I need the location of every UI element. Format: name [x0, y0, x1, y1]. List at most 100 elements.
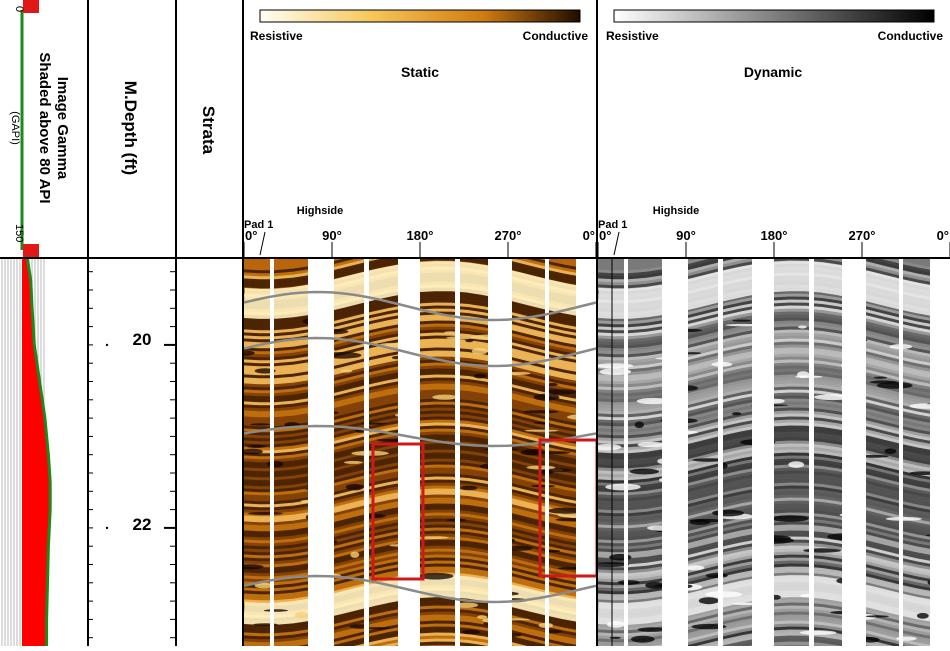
image-feature [689, 518, 722, 523]
dynamic-pad-tick [613, 231, 620, 256]
dynamic-azimuth-scale: 0° 90° 180° 270° 0° [597, 228, 950, 258]
image-feature [705, 591, 743, 598]
dynamic-pad-gaps [624, 258, 950, 646]
static-scale-right: Conductive [523, 29, 589, 43]
dynamic-track-title: Dynamic [744, 64, 803, 80]
dynamic-image-track [598, 258, 950, 646]
image-feature [705, 573, 728, 578]
image-layer [244, 258, 597, 274]
static-highlight-box-1 [371, 442, 425, 581]
static-pad-gaps [270, 258, 597, 646]
static-azimuth-scale: 0° 90° 180° 270° 0° [243, 228, 597, 258]
static-color-scale-bar [259, 9, 581, 23]
image-feature [446, 336, 477, 340]
image-feature [476, 615, 488, 619]
dynamic-track-header: Resistive Conductive Dynamic Highside Pa… [597, 9, 950, 258]
image-feature [350, 551, 360, 558]
image-feature [459, 485, 478, 491]
image-feature [418, 536, 449, 539]
dynamic-color-scale-bar [613, 9, 935, 23]
static-bed-boundaries [244, 290, 597, 604]
image-feature [732, 319, 752, 322]
image-feature [364, 627, 392, 630]
azimuth-label: 0° [937, 228, 949, 243]
image-feature [873, 376, 888, 379]
image-feature [345, 484, 364, 491]
depth-track-title: M.Depth (ft) [121, 81, 140, 175]
image-feature [432, 394, 458, 400]
image-feature [505, 545, 533, 551]
depth-label-20: 20 [133, 330, 152, 349]
image-feature [692, 458, 724, 462]
image-feature [698, 597, 719, 605]
static-track-header: Resistive Conductive Static Highside Pad… [243, 9, 597, 258]
image-feature [547, 382, 558, 387]
image-feature [788, 461, 805, 468]
depth-track-body: 20 22 [88, 271, 176, 639]
image-feature [799, 630, 837, 635]
image-feature [254, 582, 273, 589]
image-feature [520, 449, 542, 456]
image-feature [340, 369, 353, 373]
azimuth-label: 0° [583, 228, 595, 243]
pad-gap [364, 258, 369, 646]
image-feature [606, 621, 626, 628]
image-feature [609, 553, 632, 561]
image-layer [244, 258, 597, 283]
pad-gap [662, 258, 688, 646]
bed-boundary-line [244, 424, 597, 448]
depth-dot [105, 343, 109, 347]
image-feature [417, 572, 454, 580]
image-feature [731, 412, 742, 416]
azimuth-label: 270° [849, 228, 876, 243]
image-feature [244, 564, 264, 570]
image-feature [294, 612, 309, 619]
pad-gap [899, 258, 903, 646]
image-layer [598, 258, 950, 283]
image-layer [244, 258, 597, 286]
image-feature [884, 448, 897, 455]
image-feature [250, 423, 271, 426]
image-feature [885, 517, 922, 521]
image-feature [253, 623, 279, 626]
azimuth-label: 180° [407, 228, 434, 243]
image-feature [813, 394, 852, 401]
image-feature [712, 509, 744, 517]
image-feature [916, 612, 929, 619]
gamma-curve [25, 258, 52, 646]
pad-gap [270, 258, 274, 646]
pad-gap [752, 258, 774, 646]
azimuth-label: 90° [322, 228, 342, 243]
pad-gap [930, 258, 950, 646]
pad-gap [455, 258, 460, 646]
azimuth-label: 180° [761, 228, 788, 243]
pad-gap [545, 258, 549, 646]
image-feature [547, 507, 585, 514]
static-highlight-box-2 [538, 438, 597, 578]
static-pad-label: Pad 1 [244, 219, 273, 231]
image-feature [794, 375, 823, 378]
image-feature [637, 441, 666, 448]
image-feature [366, 513, 386, 519]
image-feature [355, 429, 366, 433]
image-feature [531, 484, 556, 488]
image-feature [351, 450, 389, 456]
gamma-track-header: 0 150 (GAPI) Image Gamma Shaded above 80… [9, 0, 71, 258]
image-feature [454, 602, 479, 608]
image-feature [865, 615, 889, 618]
bed-boundary-line [244, 336, 597, 368]
gamma-track-body [1, 258, 52, 646]
image-feature [630, 635, 655, 643]
image-layer [598, 258, 950, 286]
image-feature [266, 460, 284, 468]
dynamic-scale-right: Conductive [878, 29, 944, 43]
image-feature [876, 382, 913, 389]
image-feature [523, 410, 559, 414]
static-track-title: Static [401, 64, 439, 80]
gamma-scale-max: 150 [13, 224, 25, 242]
image-feature [543, 451, 571, 454]
image-feature [685, 565, 705, 571]
gamma-title-line1: Image Gamma [54, 77, 71, 180]
azimuth-label: 0° [599, 228, 611, 243]
